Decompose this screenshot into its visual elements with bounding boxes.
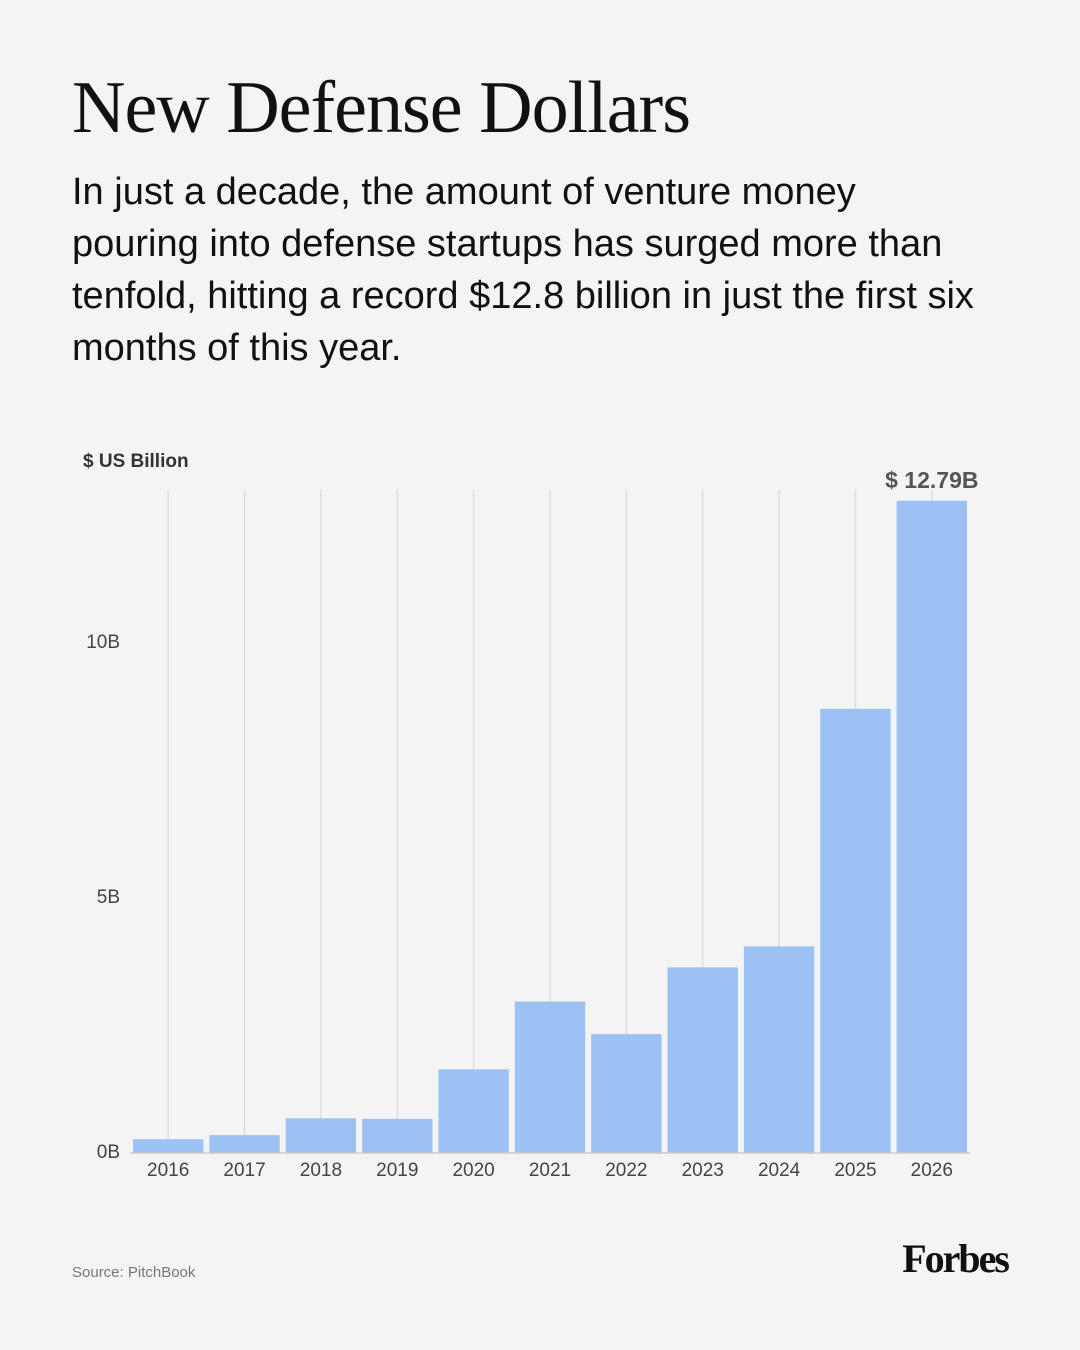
x-tick-label: 2017: [223, 1160, 265, 1181]
bar: [743, 946, 815, 1153]
x-tick-label: 2026: [911, 1160, 953, 1181]
bar: [362, 1118, 433, 1153]
x-tick-label: 2025: [834, 1160, 876, 1181]
bar: [133, 1139, 204, 1153]
x-tick-label: 2024: [758, 1160, 801, 1181]
bar: [591, 1034, 662, 1153]
bar: [896, 500, 967, 1154]
bar: [438, 1069, 509, 1153]
x-tick-label: 2019: [376, 1160, 418, 1181]
x-tick-label: 2016: [147, 1160, 189, 1181]
bar: [285, 1118, 357, 1153]
bar: [514, 1001, 586, 1153]
bar: [820, 708, 891, 1153]
chart-title: New Defense Dollars: [72, 67, 691, 149]
y-tick-label: 0B: [97, 1142, 120, 1163]
logo: Forbes: [902, 1236, 1009, 1281]
y-tick-label: 10B: [86, 632, 120, 653]
source: Source: PitchBook: [72, 1264, 196, 1281]
x-tick-label: 2023: [682, 1160, 724, 1181]
x-tick-label: 2022: [605, 1160, 647, 1181]
bar: [667, 967, 738, 1153]
bar: [209, 1135, 280, 1153]
value-label: $ 12.79B: [885, 467, 978, 493]
x-tick-label: 2021: [529, 1160, 571, 1181]
y-tick-label: 5B: [97, 887, 120, 908]
chart-subtitle: In just a decade, the amount of venture …: [72, 171, 974, 369]
x-tick-label: 2018: [300, 1160, 342, 1181]
x-tick-label: 2020: [452, 1160, 494, 1181]
y-axis-label: $ US Billion: [83, 451, 189, 472]
